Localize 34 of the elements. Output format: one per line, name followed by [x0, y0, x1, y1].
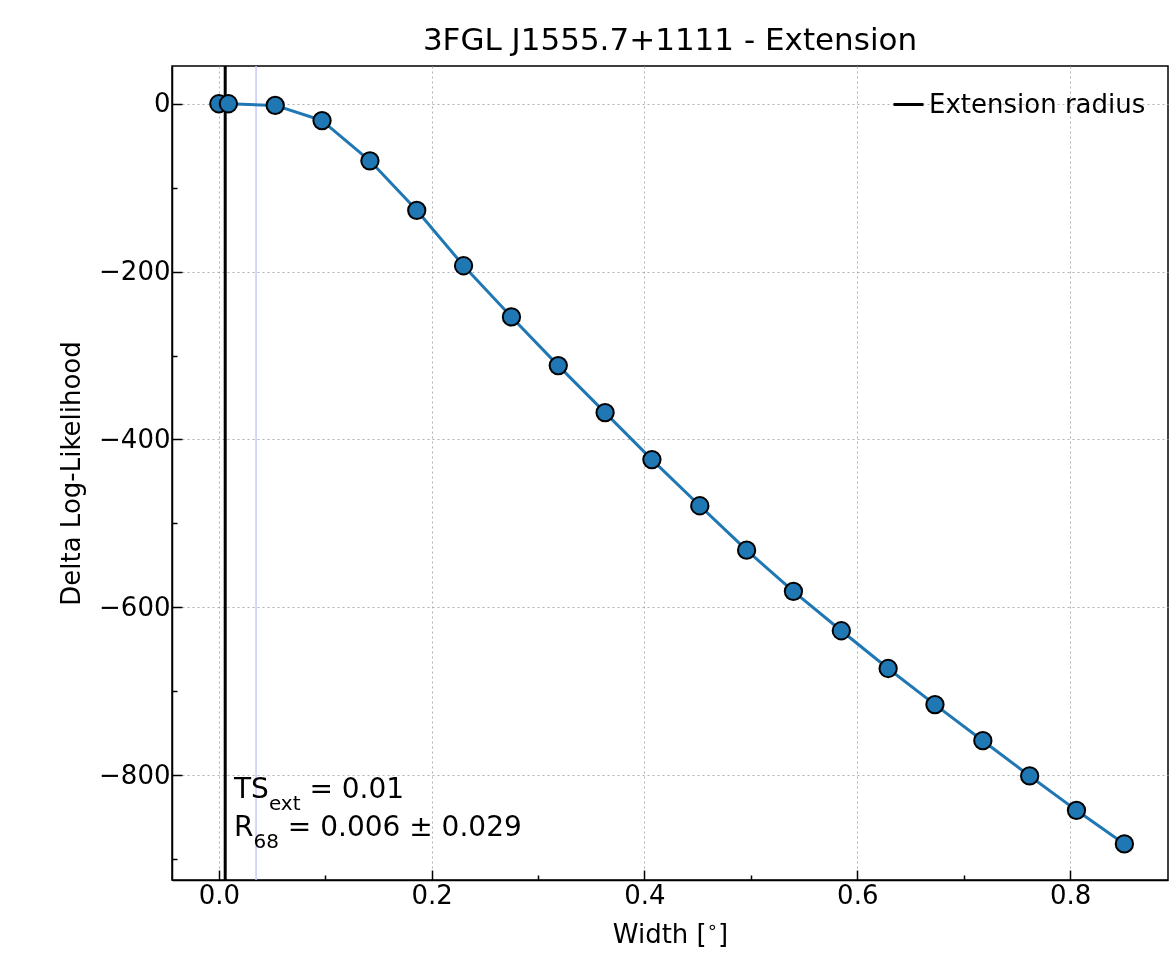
point — [453, 256, 474, 276]
point — [783, 581, 804, 601]
y-tick-label: −600 — [99, 591, 171, 622]
point — [925, 694, 945, 715]
y-tick-label: 0 — [153, 88, 171, 119]
point — [642, 449, 662, 470]
point — [1020, 766, 1040, 786]
chart-title: 3FGL J1555.7+1111 - Extension — [422, 20, 918, 57]
point — [1114, 834, 1135, 854]
x-tick-label: 0.8 — [1049, 879, 1092, 910]
point — [501, 307, 522, 327]
x-tick-label: 0.6 — [837, 879, 879, 910]
point — [831, 621, 851, 641]
x-tick-label: 0.2 — [411, 879, 453, 910]
y-tick-label: −400 — [99, 423, 171, 454]
point — [312, 110, 332, 131]
x-tick-label: 0.4 — [624, 879, 666, 910]
point — [548, 355, 568, 376]
point — [407, 200, 427, 220]
x-axis-title: Width [$^{∘}$] — [612, 915, 729, 949]
y-tick-label: −800 — [99, 759, 171, 790]
point — [595, 402, 615, 423]
point — [1066, 800, 1087, 820]
point — [736, 540, 757, 560]
point — [878, 658, 898, 679]
point — [360, 151, 380, 171]
point — [973, 731, 993, 751]
point — [218, 94, 239, 114]
point — [265, 95, 285, 116]
ref-line-label: Extension radius — [929, 88, 1146, 119]
y-axis-title: Delta Log-Likelihood — [56, 341, 87, 606]
y-tick-label: −200 — [99, 256, 171, 287]
point — [690, 496, 710, 516]
x-tick-label: 0.0 — [198, 879, 240, 910]
